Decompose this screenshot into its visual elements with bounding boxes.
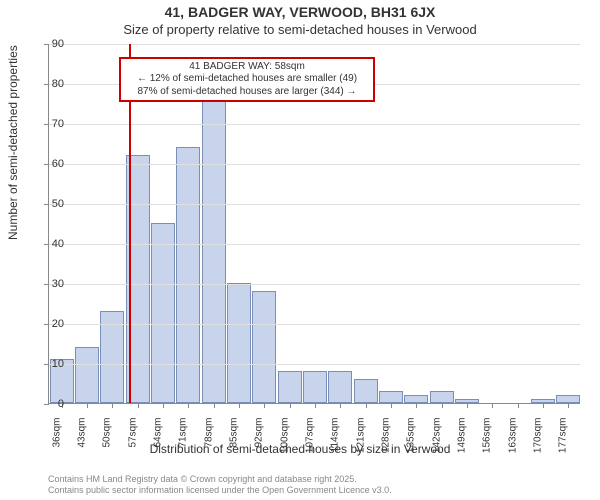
- credits-line1: Contains HM Land Registry data © Crown c…: [48, 474, 392, 485]
- ytick-label: 20: [44, 318, 64, 330]
- xtick-mark: [188, 403, 189, 408]
- bar: [354, 379, 378, 403]
- bar: [404, 395, 428, 403]
- xtick-mark: [87, 403, 88, 408]
- xtick-mark: [214, 403, 215, 408]
- bar: [202, 91, 226, 403]
- ytick-label: 50: [44, 198, 64, 210]
- xtick-mark: [163, 403, 164, 408]
- bar: [328, 371, 352, 403]
- xtick-mark: [568, 403, 569, 408]
- chart-title: 41, BADGER WAY, VERWOOD, BH31 6JX: [0, 4, 600, 20]
- bar: [430, 391, 454, 403]
- xtick-mark: [315, 403, 316, 408]
- y-axis-label: Number of semi-detached properties: [6, 45, 20, 240]
- xtick-mark: [416, 403, 417, 408]
- bar: [278, 371, 302, 403]
- ytick-label: 70: [44, 118, 64, 130]
- annotation-line3: 87% of semi-detached houses are larger (…: [125, 86, 369, 99]
- annotation-box: 41 BADGER WAY: 58sqm ← 12% of semi-detac…: [119, 57, 375, 103]
- bar: [252, 291, 276, 403]
- ytick-label: 90: [44, 38, 64, 50]
- bar: [379, 391, 403, 403]
- ytick-label: 40: [44, 238, 64, 250]
- plot-area: 41 BADGER WAY: 58sqm ← 12% of semi-detac…: [48, 44, 580, 404]
- xtick-mark: [391, 403, 392, 408]
- bar: [75, 347, 99, 403]
- ytick-label: 60: [44, 158, 64, 170]
- xtick-mark: [138, 403, 139, 408]
- xtick-mark: [492, 403, 493, 408]
- bar: [556, 395, 580, 403]
- ytick-label: 30: [44, 278, 64, 290]
- xtick-mark: [112, 403, 113, 408]
- xtick-mark: [467, 403, 468, 408]
- xtick-mark: [518, 403, 519, 408]
- bar: [303, 371, 327, 403]
- xtick-mark: [239, 403, 240, 408]
- credits: Contains HM Land Registry data © Crown c…: [48, 474, 392, 497]
- ytick-label: 0: [44, 398, 64, 410]
- credits-line2: Contains public sector information licen…: [48, 485, 392, 496]
- bar: [227, 283, 251, 403]
- chart-subtitle: Size of property relative to semi-detach…: [0, 22, 600, 37]
- xtick-mark: [290, 403, 291, 408]
- xtick-mark: [264, 403, 265, 408]
- xtick-mark: [366, 403, 367, 408]
- xtick-mark: [442, 403, 443, 408]
- annotation-line2: ← 12% of semi-detached houses are smalle…: [125, 73, 369, 86]
- xtick-mark: [543, 403, 544, 408]
- xtick-mark: [340, 403, 341, 408]
- ytick-label: 10: [44, 358, 64, 370]
- annotation-line1: 41 BADGER WAY: 58sqm: [125, 61, 369, 74]
- bar: [151, 223, 175, 403]
- ytick-label: 80: [44, 78, 64, 90]
